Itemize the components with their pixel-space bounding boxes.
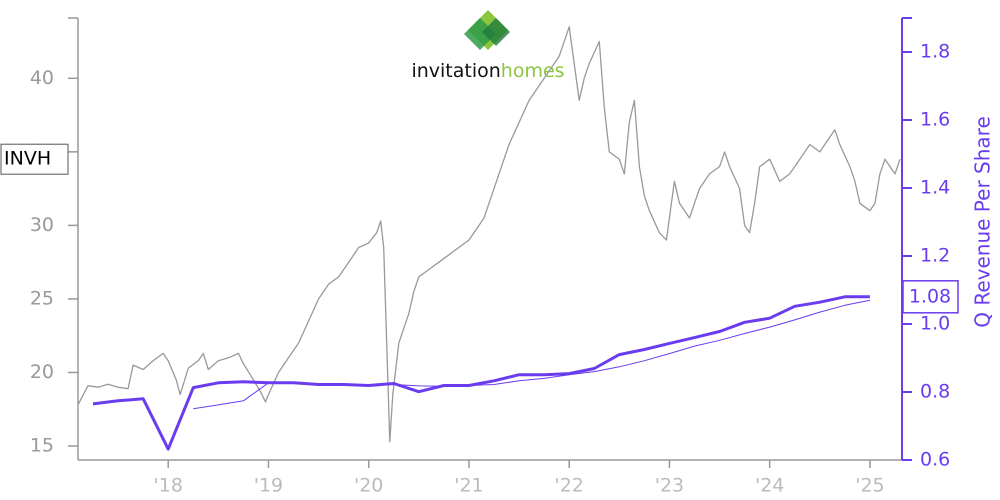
value-box: [902, 280, 959, 314]
y2-tick-label: 0.6: [920, 449, 950, 471]
y2-tick-label: 1.0: [920, 313, 950, 335]
y-tick-label: 40: [30, 67, 54, 89]
logo: invitationhomes: [411, 10, 565, 82]
x-tick-label: '20: [354, 475, 383, 497]
logo-text: invitationhomes: [411, 60, 564, 82]
y2-tick-label: 1.2: [920, 245, 950, 267]
y2-tick-label: 0.8: [920, 381, 950, 403]
y2-axis-title: Q Revenue Per Share: [971, 116, 995, 328]
x-tick-label: '19: [254, 475, 283, 497]
y-tick-label: 25: [30, 287, 54, 309]
logo-word: invitation: [411, 60, 500, 82]
line: [193, 299, 870, 410]
logo-diamond: [482, 18, 510, 46]
y2-tick-label: 1.6: [920, 109, 950, 131]
y-tick-label: 30: [30, 214, 54, 236]
y-tick-label: 20: [30, 361, 54, 383]
x-tick-label: '22: [554, 475, 583, 497]
line: [77, 26, 901, 443]
y2-tick-label: 1.8: [920, 41, 950, 63]
y2-tick-label: 1.4: [920, 177, 950, 199]
series-label: INVH: [4, 148, 51, 170]
y-tick-label: 15: [30, 435, 54, 457]
x-tick-label: '21: [454, 475, 483, 497]
x-tick-label: '23: [655, 475, 684, 497]
name-box: [0, 143, 69, 175]
value-label: 1.08: [909, 285, 951, 307]
logo-word: homes: [501, 60, 565, 82]
x-tick-label: '24: [755, 475, 784, 497]
x-tick-label: '25: [855, 475, 884, 497]
line: [92, 295, 870, 451]
x-tick-label: '18: [154, 475, 183, 497]
